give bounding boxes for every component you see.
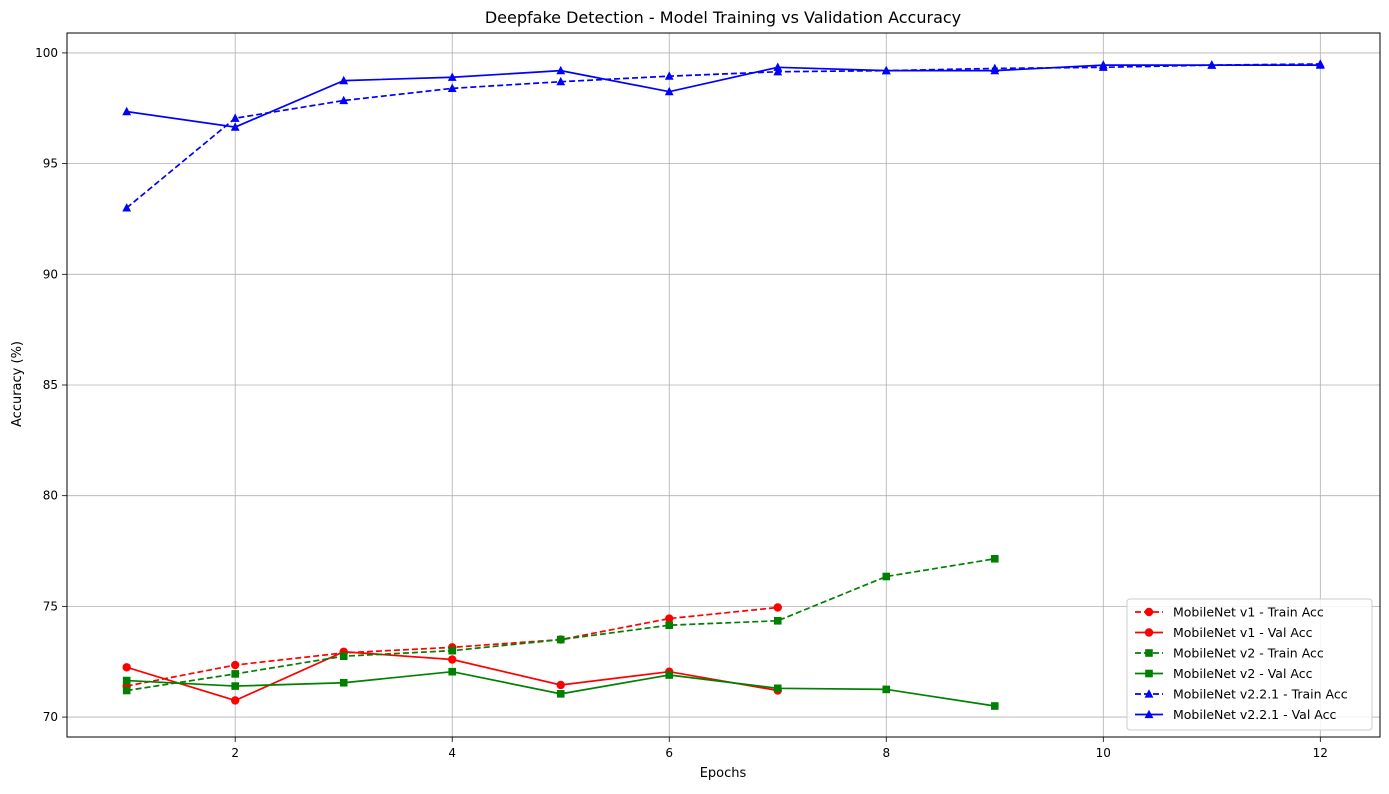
data-point (556, 690, 565, 698)
data-point (1098, 60, 1108, 69)
y-tick-label: 85 (43, 378, 58, 392)
series-mobilenet-v2-2-1-train-acc (122, 59, 1325, 212)
x-tick-label: 10 (1096, 746, 1111, 760)
legend-label: MobileNet v2 - Val Acc (1173, 666, 1313, 681)
series-mobilenet-v2-2-1-val-acc (122, 60, 1325, 131)
series-line (126, 64, 1321, 128)
data-point (339, 75, 349, 85)
data-point (773, 62, 783, 71)
data-point (231, 682, 239, 690)
data-point (230, 122, 240, 131)
data-point (339, 678, 348, 687)
legend-marker (1144, 689, 1154, 698)
legend-item: MobileNet v2 - Train Acc (1135, 646, 1324, 661)
x-tick-label: 12 (1313, 746, 1328, 760)
data-point (773, 603, 782, 612)
series-mobilenet-v2-train-acc (122, 554, 999, 695)
data-point (230, 113, 240, 122)
data-point (990, 702, 999, 710)
data-point (122, 663, 131, 672)
data-point (882, 685, 891, 694)
legend-item: MobileNet v2.2.1 - Val Acc (1135, 707, 1336, 722)
y-tick-label: 80 (43, 489, 58, 503)
data-point (447, 72, 457, 81)
legend-item: MobileNet v2.2.1 - Train Acc (1135, 687, 1348, 702)
data-point (122, 106, 132, 116)
y-tick-label: 90 (43, 267, 58, 281)
data-point (230, 660, 240, 670)
data-point (990, 554, 999, 563)
data-point (448, 646, 457, 655)
x-tick-label: 6 (665, 746, 673, 760)
data-point (339, 95, 349, 105)
data-point (665, 671, 674, 679)
legend-label: MobileNet v2.2.1 - Train Acc (1173, 687, 1348, 702)
y-axis-label: Accuracy (%) (10, 341, 25, 427)
series-mobilenet-v2-val-acc (122, 667, 999, 710)
legend-item: MobileNet v1 - Val Acc (1135, 625, 1313, 640)
data-point (447, 83, 457, 92)
legend-label: MobileNet v1 - Val Acc (1173, 625, 1313, 640)
data-point (1315, 60, 1325, 69)
data-point (556, 76, 566, 86)
series-line (126, 557, 995, 692)
data-point (665, 621, 674, 630)
y-tick-label: 70 (43, 710, 58, 724)
chart-title: Deepfake Detection - Model Training vs V… (485, 8, 961, 27)
y-tick-label: 95 (43, 157, 58, 171)
data-point (556, 635, 565, 644)
legend-item: MobileNet v1 - Train Acc (1135, 605, 1324, 620)
legend-label: MobileNet v1 - Train Acc (1173, 605, 1324, 620)
x-tick-label: 2 (231, 746, 239, 760)
legend-marker (1144, 607, 1154, 617)
data-point (122, 203, 132, 212)
legend-marker (1144, 709, 1154, 719)
data-point (773, 684, 782, 693)
legend: MobileNet v1 - Train Acc MobileNet v1 - V… (1126, 598, 1373, 731)
x-tick-label: 8 (882, 746, 890, 760)
grid-lines (67, 33, 1380, 737)
x-axis-label: Epochs (700, 766, 747, 781)
legend-box (1126, 598, 1373, 731)
y-tick-label: 75 (43, 599, 58, 613)
data-point (556, 65, 566, 75)
legend-label: MobileNet v2 - Train Acc (1173, 646, 1324, 661)
data-point (230, 696, 240, 705)
data-point (556, 680, 565, 690)
data-point (664, 86, 674, 96)
series-line (126, 63, 1321, 209)
series-group (122, 59, 1325, 710)
data-point (1207, 60, 1217, 69)
data-point (448, 655, 457, 664)
y-tick-label: 100 (35, 46, 58, 60)
legend-marker (1144, 628, 1154, 637)
legend-marker (1145, 669, 1153, 678)
data-point (122, 686, 131, 695)
data-point (990, 65, 1000, 75)
data-point (122, 676, 131, 685)
data-point (231, 670, 239, 678)
legend-label: MobileNet v2.2.1 - Val Acc (1173, 707, 1336, 722)
data-point (773, 616, 782, 625)
axes: 2 4 6 8 10 12 70 75 80 85 90 95 100 (35, 46, 1328, 760)
legend-item: MobileNet v2 - Val Acc (1135, 666, 1313, 681)
data-point (882, 572, 891, 581)
legend-marker (1145, 649, 1153, 657)
data-point (448, 667, 457, 676)
data-point (665, 614, 674, 623)
x-tick-label: 4 (448, 746, 456, 760)
data-point (881, 65, 891, 75)
data-point (664, 71, 674, 80)
data-point (773, 66, 783, 76)
data-point (339, 652, 348, 660)
